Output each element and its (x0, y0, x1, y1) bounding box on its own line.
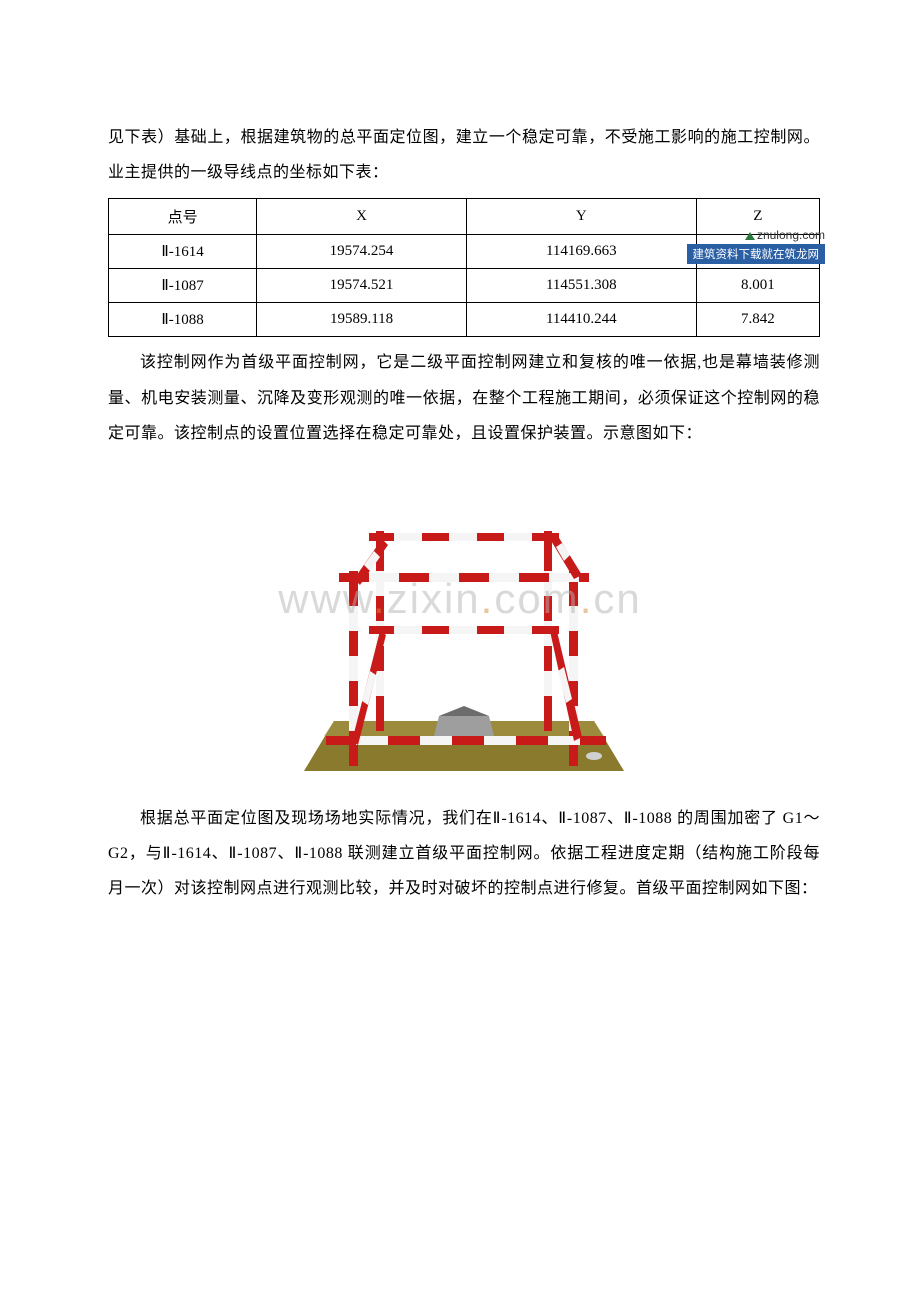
header-point: 点号 (109, 199, 257, 235)
table-row: Ⅱ-1087 19574.521 114551.308 8.001 (109, 269, 820, 303)
cell-z: 8.001 (696, 269, 819, 303)
intro-paragraph: 见下表）基础上，根据建筑物的总平面定位图，建立一个稳定可靠，不受施工影响的施工控… (108, 120, 820, 190)
cell-y: 114169.663 (466, 235, 696, 269)
cell-point: Ⅱ-1087 (109, 269, 257, 303)
cell-x: 19574.521 (257, 269, 467, 303)
cell-y: 114551.308 (466, 269, 696, 303)
bottom-paragraph: 根据总平面定位图及现场场地实际情况，我们在Ⅱ-1614、Ⅱ-1087、Ⅱ-108… (108, 801, 820, 907)
cell-point: Ⅱ-1088 (109, 303, 257, 337)
cell-x: 19574.254 (257, 235, 467, 269)
logo-domain: znulong.com (687, 228, 826, 242)
cell-y: 114410.244 (466, 303, 696, 337)
zhulong-logo: znulong.com 建筑资料下载就在筑龙网 (687, 228, 826, 264)
logo-domain-text: znulong.com (757, 228, 825, 242)
header-y: Y (466, 199, 696, 235)
coordinates-table: 点号 X Y Z Ⅱ-1614 19574.254 114169.663 7.0… (108, 198, 820, 337)
middle-paragraph: 该控制网作为首级平面控制网，它是二级平面控制网建立和复核的唯一依据,也是幕墙装修… (108, 345, 820, 451)
diagram-container (108, 461, 820, 781)
table-row: Ⅱ-1088 19589.118 114410.244 7.842 (109, 303, 820, 337)
cell-x: 19589.118 (257, 303, 467, 337)
cell-point: Ⅱ-1614 (109, 235, 257, 269)
cell-z: 7.842 (696, 303, 819, 337)
logo-banner: 建筑资料下载就在筑龙网 (687, 244, 826, 264)
logo-triangle-icon (745, 232, 755, 240)
protection-barrier-diagram (294, 461, 634, 781)
header-x: X (257, 199, 467, 235)
